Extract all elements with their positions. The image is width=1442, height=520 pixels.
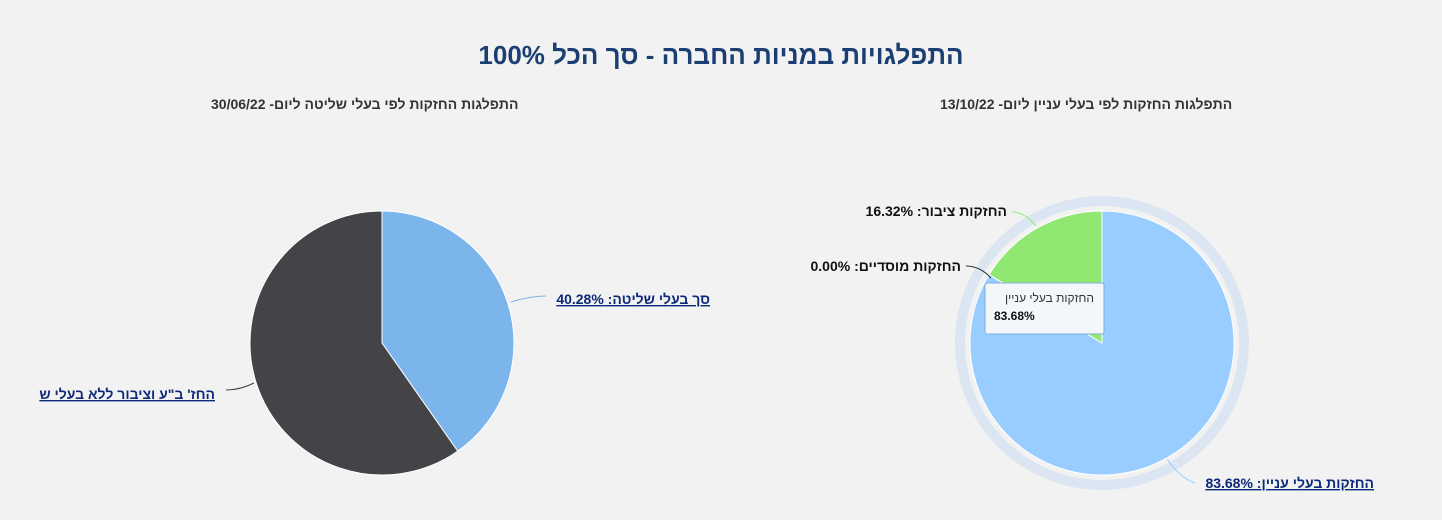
- data-label-institutional-holdings-connector: [965, 265, 992, 279]
- pie-chart-interested-parties: החזקות בעלי עניין: 83.68% החזקות ציבור: 1…: [810, 196, 1374, 491]
- tooltip: החזקות בעלי עניין 83.68%: [984, 282, 1105, 335]
- data-label-public-without-controlling-connector: [225, 382, 255, 391]
- pie-chart-controlling-holders: סך בעלי שליטה: 40.28% החז' ב"ע וציבור ללא…: [39, 210, 710, 476]
- page-title: התפלגויות במניות החברה - סך הכל 100%: [478, 40, 964, 70]
- pie-hover-halo: [955, 196, 1249, 490]
- pie-left-slice-0[interactable]: [381, 210, 515, 452]
- data-label-controlling-total-connector: [510, 295, 547, 303]
- data-label-controlling-total[interactable]: סך בעלי שליטה: 40.28%: [556, 291, 710, 307]
- data-label-interested-holdings[interactable]: החזקות בעלי עניין: 83.68%: [1205, 475, 1374, 491]
- tooltip-value: 83.68%: [994, 309, 1035, 323]
- chart-title-controlling-holders: התפלגות החזקות לפי בעלי שליטה ליום- 30/0…: [211, 96, 519, 112]
- data-label-public-holdings: החזקות ציבור: 16.32%: [866, 203, 1007, 219]
- data-label-institutional-holdings: החזקות מוסדיים: 0.00%: [810, 258, 961, 274]
- data-label-interested-holdings-connector: [1166, 458, 1196, 484]
- chart-title-interested-parties: התפלגות החזקות לפי בעלי עניין ליום- 13/1…: [940, 96, 1233, 112]
- tooltip-box: [984, 282, 1105, 335]
- data-label-public-holdings-connector: [1011, 211, 1037, 227]
- pie-left-slice-1[interactable]: [249, 210, 459, 476]
- tooltip-series-name: החזקות בעלי עניין: [1005, 291, 1094, 305]
- data-label-public-without-controlling[interactable]: החז' ב"ע וציבור ללא בעלי ש: [39, 386, 215, 402]
